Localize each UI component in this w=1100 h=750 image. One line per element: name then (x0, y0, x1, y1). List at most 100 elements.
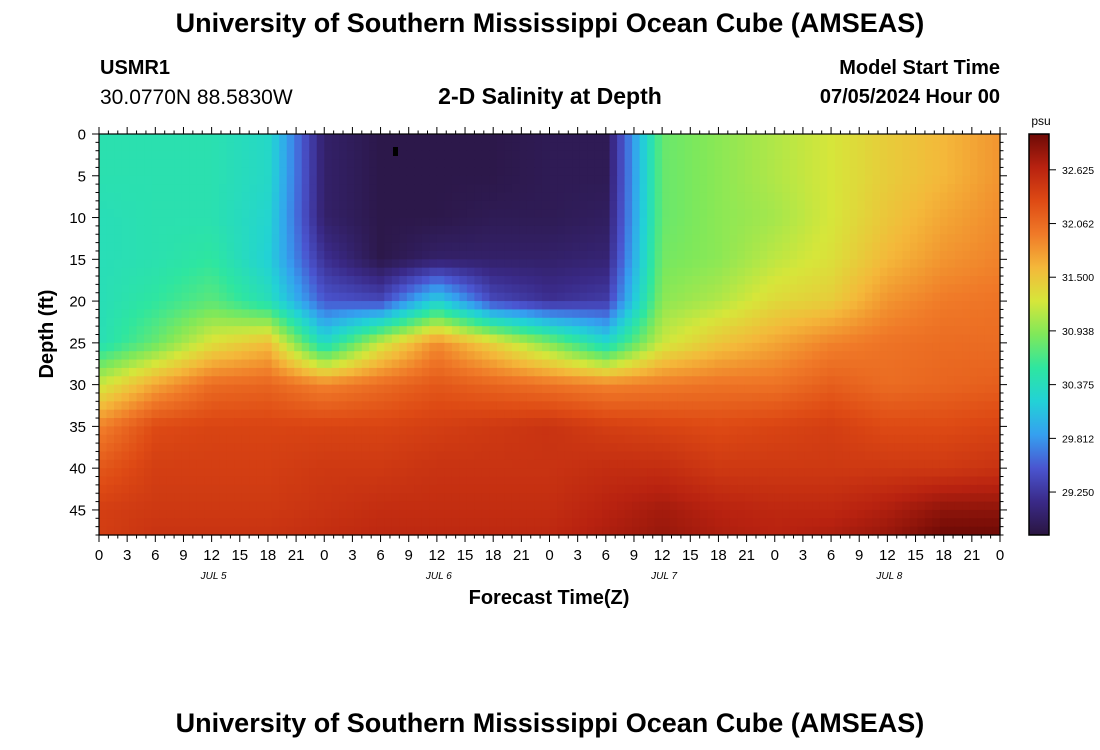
heatmap-cell (804, 392, 813, 402)
heatmap-cell (114, 200, 123, 210)
heatmap-cell (729, 443, 738, 453)
heatmap-cell (804, 242, 813, 252)
heatmap-cell (722, 217, 731, 227)
heatmap-cell (797, 359, 806, 369)
heatmap-cell (271, 409, 280, 419)
heatmap-cell (939, 334, 949, 344)
heatmap-cell (699, 142, 708, 152)
heatmap-cell (129, 476, 138, 486)
heatmap-cell (759, 184, 768, 194)
heatmap-cell (902, 209, 911, 219)
heatmap-cell (346, 209, 355, 219)
heatmap-cell (459, 250, 468, 260)
heatmap-cell (301, 367, 310, 377)
heatmap-cell (864, 276, 873, 285)
heatmap-cell (714, 384, 723, 394)
heatmap-cell (166, 351, 175, 361)
heatmap-cell (384, 309, 393, 319)
heatmap-cell (354, 426, 363, 436)
heatmap-cell (992, 142, 1001, 152)
heatmap-cell (211, 326, 220, 336)
heatmap-cell (129, 418, 138, 427)
heatmap-cell (909, 401, 919, 411)
heatmap-cell (204, 326, 213, 336)
heatmap-cell (249, 192, 258, 202)
heatmap-cell (677, 267, 686, 277)
heatmap-cell (984, 259, 994, 269)
heatmap-cell (211, 175, 220, 185)
heatmap-cell (121, 134, 130, 143)
heatmap-cell (969, 434, 979, 444)
heatmap-cell (376, 434, 385, 444)
heatmap-cell (894, 234, 903, 244)
heatmap-cell (496, 192, 506, 202)
heatmap-cell (99, 351, 108, 361)
heatmap-cell (564, 309, 573, 319)
heatmap-cell (857, 250, 866, 260)
heatmap-cell (669, 301, 678, 311)
heatmap-cell (391, 409, 400, 419)
heatmap-cell (729, 150, 738, 160)
heatmap-cell (391, 175, 400, 185)
heatmap-cell (909, 334, 919, 344)
heatmap-cell (376, 234, 385, 244)
heatmap-cell (662, 267, 671, 277)
heatmap-cell (166, 259, 175, 269)
heatmap-cell (189, 334, 198, 344)
heatmap-cell (519, 225, 528, 235)
heatmap-cell (271, 376, 280, 386)
heatmap-cell (677, 326, 686, 336)
heatmap-cell (737, 451, 746, 461)
heatmap-cell (436, 259, 445, 269)
heatmap-cell (159, 334, 168, 344)
heatmap-cell (789, 317, 798, 327)
heatmap-cell (714, 159, 723, 169)
heatmap-cell (106, 401, 115, 411)
heatmap-cell (752, 351, 761, 361)
heatmap-cell (932, 342, 941, 352)
heatmap-cell (144, 217, 153, 227)
heatmap-cell (632, 209, 641, 219)
heatmap-cell (684, 326, 693, 336)
heatmap-cell (496, 200, 506, 210)
heatmap-cell (466, 234, 476, 244)
heatmap-cell (421, 418, 430, 427)
heatmap-cell (557, 292, 566, 302)
heatmap-cell (474, 217, 483, 227)
heatmap-cell (804, 250, 813, 260)
heatmap-cell (534, 392, 543, 402)
heatmap-cell (286, 309, 295, 319)
heatmap-cell (857, 284, 866, 294)
heatmap-cell (744, 401, 753, 411)
heatmap-cell (624, 184, 633, 194)
heatmap-cell (354, 326, 363, 336)
heatmap-cell (511, 376, 521, 386)
heatmap-cell (879, 367, 888, 377)
heatmap-cell (159, 209, 168, 219)
heatmap-cell (226, 234, 235, 244)
heatmap-cell (887, 342, 896, 352)
heatmap-cell (181, 401, 190, 411)
heatmap-cell (541, 418, 551, 427)
heatmap-cell (639, 392, 648, 402)
heatmap-cell (797, 192, 806, 202)
heatmap-cell (444, 443, 453, 453)
heatmap-cell (541, 376, 551, 386)
heatmap-cell (962, 167, 971, 177)
heatmap-cell (331, 175, 340, 185)
heatmap-cell (639, 434, 648, 444)
heatmap-cell (444, 426, 453, 436)
heatmap-cell (399, 468, 408, 478)
heatmap-cell (421, 301, 430, 311)
heatmap-cell (466, 459, 476, 469)
heatmap-cell (346, 267, 355, 277)
heatmap-cell (489, 418, 498, 427)
heatmap-cell (489, 200, 498, 210)
heatmap-cell (797, 443, 806, 453)
heatmap-cell (662, 342, 671, 352)
heatmap-cell (219, 409, 228, 419)
heatmap-cell (572, 317, 581, 327)
heatmap-cell (481, 468, 491, 478)
heatmap-cell (714, 225, 723, 235)
heatmap-cell (256, 200, 265, 210)
